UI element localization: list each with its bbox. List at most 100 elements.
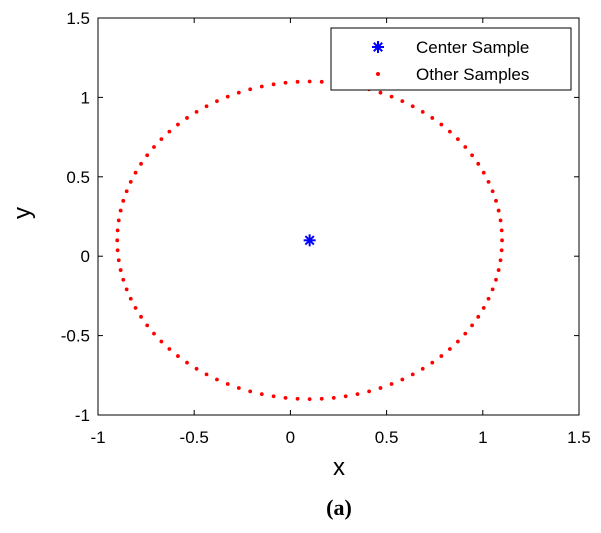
- other-sample-point: [159, 137, 164, 141]
- other-sample-point: [133, 170, 138, 175]
- other-sample-point: [118, 268, 123, 272]
- other-sample-point: [128, 179, 133, 184]
- y-axis: -1 -0.5 0 0.5 1 1.5: [61, 9, 579, 425]
- other-sample-point: [490, 189, 495, 194]
- other-sample-point: [248, 389, 253, 394]
- other-sample-point: [447, 347, 452, 351]
- legend-box: [330, 27, 572, 91]
- other-sample-point: [159, 339, 164, 344]
- other-sample-point: [116, 258, 121, 263]
- other-sample-point: [139, 314, 143, 319]
- other-sample-point: [259, 84, 264, 89]
- other-sample-point: [225, 94, 230, 99]
- other-sample-point: [236, 90, 241, 95]
- other-sample-point: [481, 306, 486, 310]
- other-sample-point: [145, 153, 150, 158]
- other-sample-point: [167, 347, 172, 351]
- other-sample-point: [124, 287, 129, 292]
- other-sample-point: [496, 268, 501, 272]
- other-sample-point: [215, 99, 219, 104]
- other-sample-point: [118, 208, 123, 213]
- other-sample-point: [204, 104, 209, 109]
- other-sample-point: [367, 389, 371, 394]
- legend-label-center-sample: Center Sample: [416, 38, 529, 57]
- x-tick-label: -0.5: [180, 428, 209, 447]
- other-sample-point: [248, 87, 253, 92]
- other-sample-point: [283, 80, 288, 85]
- other-sample-point: [378, 386, 383, 390]
- other-sample-point: [470, 323, 474, 328]
- other-sample-point: [295, 396, 300, 401]
- other-sample-point: [463, 145, 468, 149]
- other-sample-point: [271, 394, 276, 399]
- y-tick-label: 0: [81, 247, 90, 266]
- other-sample-point: [145, 323, 150, 328]
- other-sample-point: [319, 396, 324, 401]
- other-sample-point: [420, 366, 425, 371]
- other-sample-point: [486, 179, 491, 184]
- other-sample-point: [498, 218, 503, 223]
- y-tick-label: 0.5: [66, 168, 90, 187]
- other-sample-point: [420, 109, 425, 114]
- other-sample-point: [121, 277, 126, 282]
- center-sample-series: [303, 234, 316, 247]
- x-axis: -1 -0.5 0 0.5 1 1.5: [90, 18, 591, 447]
- other-sample-point: [152, 331, 156, 336]
- x-tick-label: -1: [90, 428, 105, 447]
- x-tick-label: 1: [478, 428, 487, 447]
- other-sample-point: [307, 79, 312, 84]
- other-sample-point: [486, 296, 491, 301]
- y-tick-label: -1: [75, 406, 90, 425]
- other-sample-point: [439, 122, 444, 127]
- other-sample-point: [307, 397, 312, 402]
- plot-area: [97, 17, 580, 416]
- other-sample-point: [185, 360, 189, 365]
- center-sample-point: [303, 234, 316, 247]
- other-sample-point: [295, 79, 300, 84]
- other-sample-point: [470, 153, 474, 158]
- other-sample-point: [176, 122, 180, 127]
- other-sample-point: [455, 137, 460, 141]
- other-sample-point: [194, 109, 199, 114]
- y-axis-label: y: [9, 207, 36, 219]
- x-axis-label: x: [333, 454, 345, 481]
- other-sample-point: [476, 161, 481, 166]
- legend-marker-center-sample: [372, 41, 384, 53]
- other-sample-point: [259, 392, 264, 397]
- other-sample-point: [204, 372, 209, 377]
- other-sample-point: [389, 94, 394, 99]
- other-sample-point: [115, 228, 120, 233]
- other-sample-point: [167, 129, 172, 134]
- other-sample-point: [215, 377, 219, 382]
- other-sample-point: [447, 129, 452, 134]
- legend-label-other-samples: Other Samples: [416, 65, 529, 84]
- other-sample-point: [121, 198, 126, 203]
- y-tick-label: 1.5: [66, 9, 90, 28]
- other-sample-point: [343, 394, 348, 399]
- other-sample-point: [410, 104, 415, 109]
- other-sample-point: [400, 99, 405, 104]
- other-sample-point: [490, 287, 495, 292]
- other-sample-point: [176, 354, 180, 358]
- other-sample-point: [128, 296, 133, 301]
- other-sample-point: [271, 82, 276, 87]
- other-sample-point: [499, 228, 504, 233]
- other-sample-point: [139, 161, 143, 166]
- other-sample-point: [430, 360, 435, 365]
- other-sample-point: [494, 277, 498, 282]
- other-sample-point: [133, 306, 138, 310]
- other-sample-point: [481, 170, 486, 175]
- other-sample-point: [116, 218, 121, 223]
- other-sample-point: [319, 79, 324, 84]
- other-sample-point: [494, 198, 498, 203]
- other-sample-point: [331, 395, 336, 400]
- y-tick-label: -0.5: [61, 327, 90, 346]
- other-sample-point: [378, 90, 383, 95]
- other-sample-point: [496, 208, 501, 213]
- other-sample-point: [115, 248, 120, 253]
- other-sample-point: [124, 189, 129, 194]
- legend-asterisk: [372, 41, 384, 53]
- other-sample-point: [476, 314, 481, 319]
- x-tick-label: 1.5: [567, 428, 591, 447]
